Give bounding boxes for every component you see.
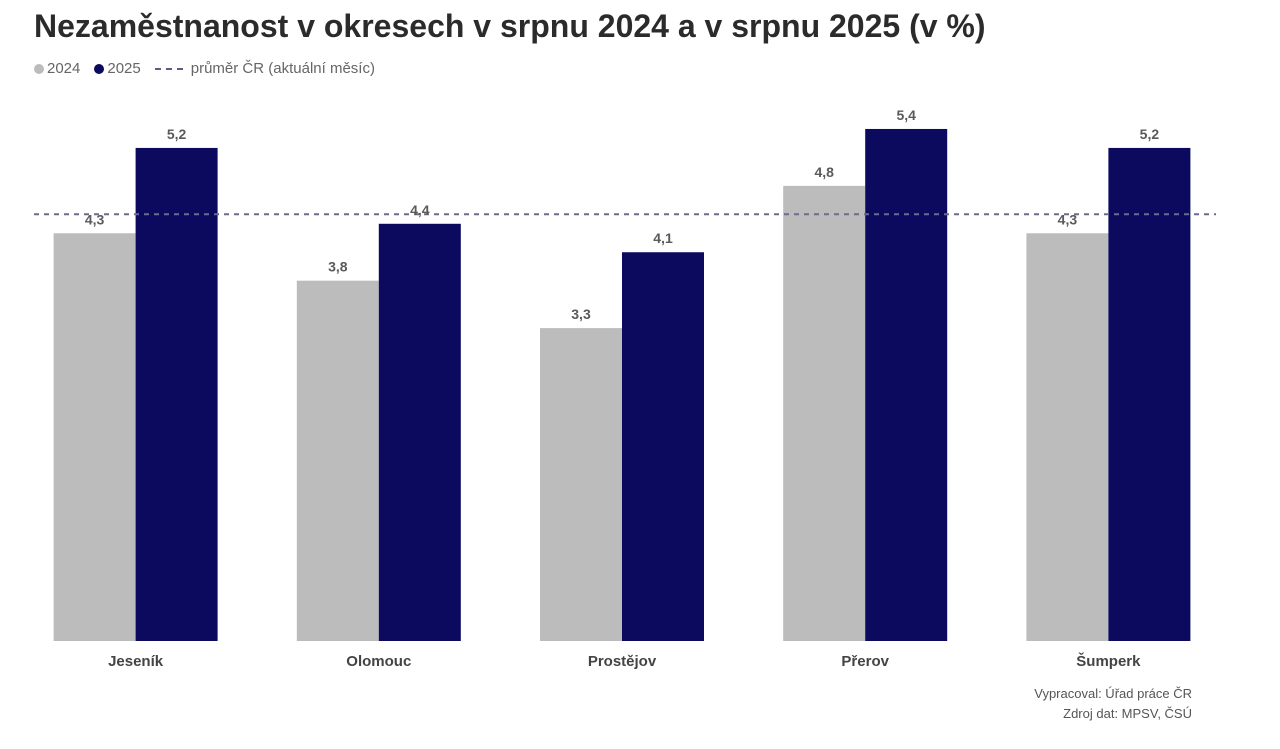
data-label-2025-2: 4,4 [410, 202, 430, 218]
bar-2024-3 [540, 328, 622, 641]
category-label-3: Prostějov [588, 653, 657, 670]
bar-2025-5 [1108, 147, 1191, 641]
chart-legend: 2024 2025 průměr ČR (aktuální měsíc) [34, 60, 389, 77]
bar-2024-1 [53, 233, 136, 641]
legend-swatch-average [154, 67, 183, 70]
bar-2025-4 [865, 128, 948, 641]
legend-item-2025: 2025 [94, 60, 141, 77]
category-label-5: Šumperk [1076, 652, 1141, 670]
legend-item-average: průměr ČR (aktuální měsíc) [154, 60, 375, 77]
data-label-2025-4: 5,4 [896, 107, 916, 123]
legend-item-2024: 2024 [34, 60, 80, 77]
category-label-4: Přerov [841, 653, 889, 670]
source-note: Vypracoval: Úřad práce ČR Zdroj dat: MPS… [1034, 684, 1192, 724]
bar-2024-4 [783, 185, 866, 641]
category-label-2: Olomouc [346, 653, 411, 670]
chart-title: Nezaměstnanost v okresech v srpnu 2024 a… [34, 8, 986, 44]
source-author: Vypracoval: Úřad práce ČR [1034, 686, 1192, 701]
source-data: Zdroj dat: MPSV, ČSÚ [1063, 706, 1192, 721]
category-label-1: Jeseník [108, 653, 164, 670]
data-label-2024-1: 4,3 [85, 211, 105, 227]
data-label-2024-4: 4,8 [814, 164, 834, 180]
data-label-2024-2: 3,8 [328, 259, 348, 275]
data-label-2025-5: 5,2 [1140, 126, 1160, 142]
legend-swatch-2024 [34, 63, 44, 74]
data-label-2025-3: 4,1 [653, 230, 673, 246]
data-label-2024-3: 3,3 [571, 306, 591, 322]
bar-2025-2 [378, 223, 461, 642]
legend-label-2025: 2025 [107, 60, 141, 77]
legend-label-average: průměr ČR (aktuální měsíc) [190, 60, 375, 77]
data-label-2024-5: 4,3 [1058, 211, 1078, 227]
bar-2025-3 [622, 252, 704, 641]
data-label-2025-1: 5,2 [167, 126, 187, 142]
bar-2025-1 [135, 147, 218, 641]
legend-swatch-2025 [94, 63, 105, 74]
bar-2024-5 [1026, 233, 1109, 641]
legend-label-2024: 2024 [47, 60, 81, 77]
bar-2024-2 [296, 280, 379, 641]
